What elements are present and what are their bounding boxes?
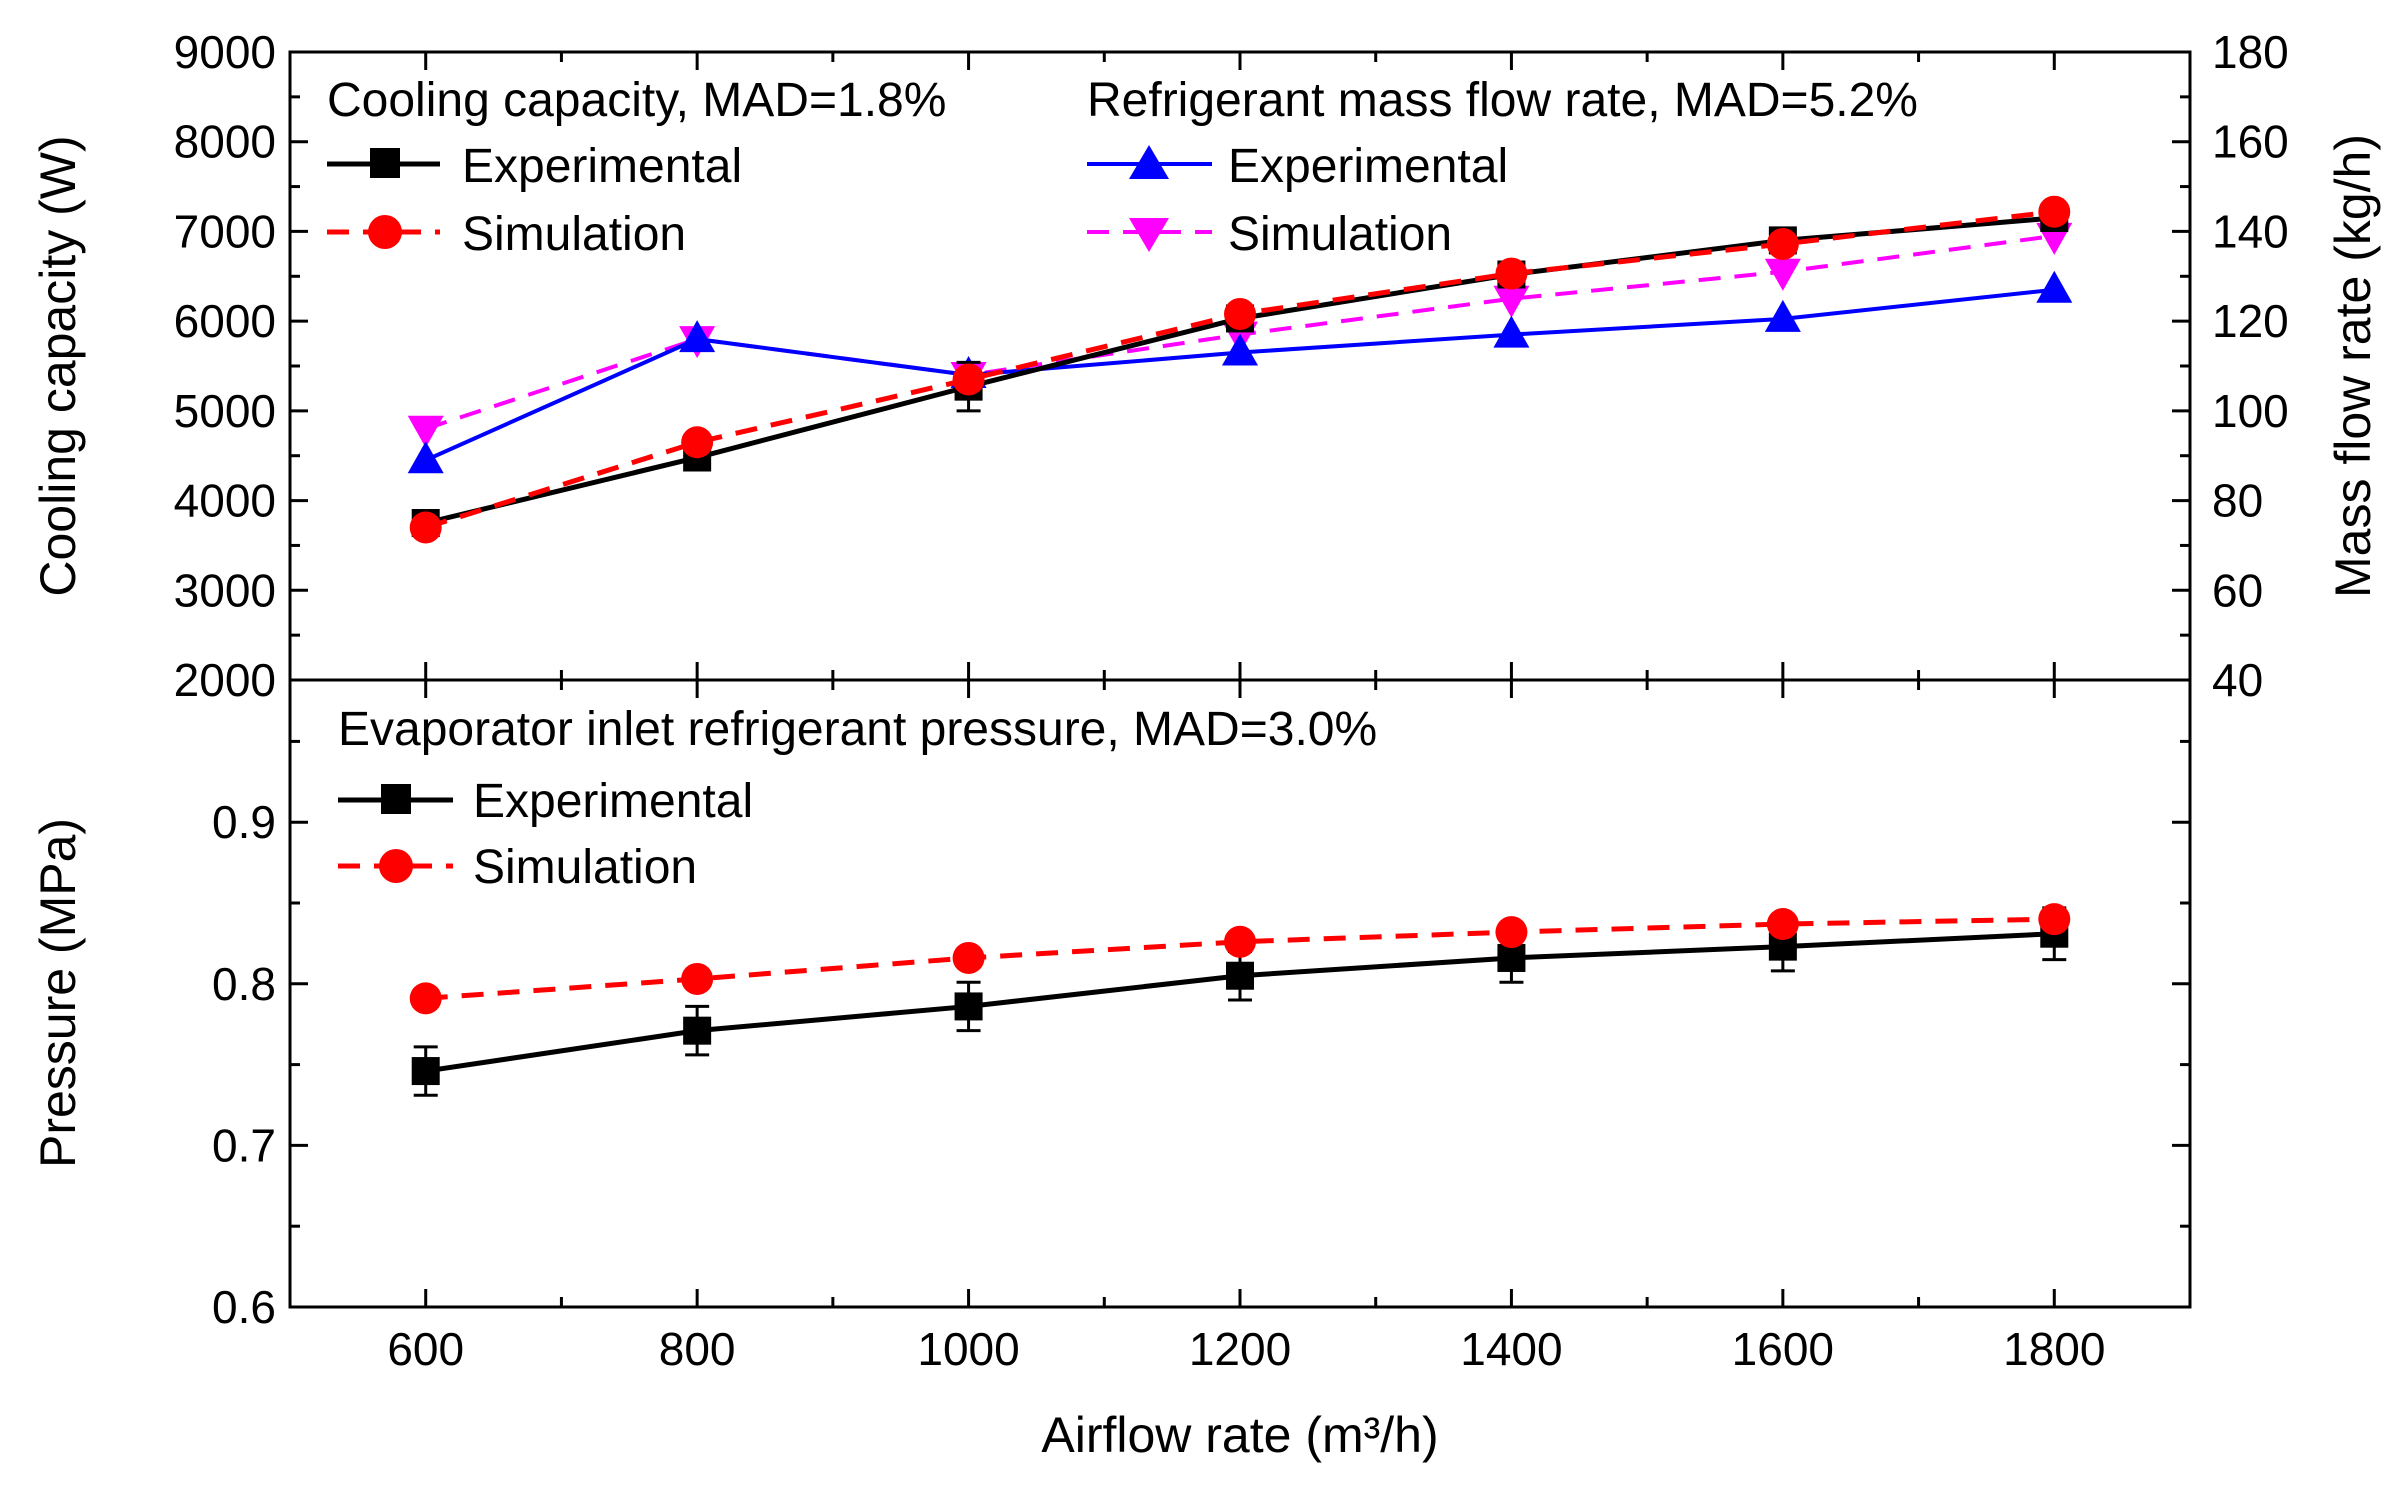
x-tick-label: 1800	[2003, 1323, 2105, 1375]
marker-triangle-up	[1222, 333, 1258, 366]
y-tick-label: 7000	[174, 205, 276, 257]
marker-circle	[952, 363, 985, 396]
y2-tick-label: 40	[2212, 654, 2263, 706]
marker-triangle-down	[407, 415, 444, 448]
marker-circle	[1495, 916, 1528, 949]
marker-triangle-down	[1764, 258, 1801, 291]
legend-cooling-capacity: Cooling capacity, MAD=1.8% Experimental …	[327, 74, 946, 261]
marker-square	[954, 992, 983, 1021]
marker-triangle-up	[407, 441, 444, 474]
p-tick-label: 0.7	[212, 1119, 276, 1171]
legend-label-p-exp: Experimental	[473, 775, 753, 828]
p-tick-label: 0.8	[212, 958, 276, 1010]
x-axis-title: Airflow rate (m³/h)	[1041, 1407, 1438, 1463]
x-tick-label: 800	[659, 1323, 736, 1375]
y2-tick-label: 120	[2212, 295, 2289, 347]
marker-circle	[1224, 925, 1256, 958]
marker-square	[411, 1057, 440, 1086]
marker-circle	[681, 962, 714, 995]
y2-axis-title-mass-flow: Mass flow rate (kg/h)	[2325, 134, 2381, 598]
series-cc-sim	[409, 195, 2071, 544]
y2-tick-label: 60	[2212, 564, 2263, 616]
marker-triangle-down	[1493, 285, 1530, 318]
legend-marker-cc-exp	[370, 148, 400, 178]
p-tick-label: 0.9	[212, 796, 276, 848]
y-tick-label: 8000	[174, 116, 276, 168]
marker-square	[683, 1016, 712, 1045]
y-tick-label: 9000	[174, 26, 276, 78]
legend-marker-cc-sim	[368, 215, 402, 249]
legend-marker-p-exp	[381, 784, 411, 814]
y-axis-title-pressure: Pressure (MPa)	[30, 818, 86, 1168]
legend-mass-flow: Refrigerant mass flow rate, MAD=5.2% Exp…	[1087, 74, 1918, 261]
legend-pressure: Evaporator inlet refrigerant pressure, M…	[338, 703, 1377, 894]
y2-tick-label: 140	[2212, 205, 2289, 257]
marker-triangle-up	[1493, 315, 1530, 348]
x-tick-label: 1600	[1732, 1323, 1834, 1375]
y-tick-label: 2000	[174, 654, 276, 706]
legend-marker-mf-exp	[1129, 145, 1169, 179]
x-tick-label: 1400	[1460, 1323, 1562, 1375]
p-tick-label: 0.6	[212, 1281, 276, 1333]
marker-circle	[1766, 908, 1799, 941]
bottom-axis-ticks: 0.6 0.7 0.8 0.9	[212, 739, 2190, 1333]
marker-circle	[409, 511, 442, 544]
bottom-series-layer	[409, 903, 2071, 1097]
x-tick-label: 1000	[917, 1323, 1019, 1375]
legend-marker-p-sim	[379, 849, 413, 883]
marker-circle	[1224, 297, 1256, 330]
legend-label-mf-sim: Simulation	[1228, 208, 1452, 261]
y-tick-label: 4000	[174, 475, 276, 527]
legend-marker-mf-sim	[1129, 218, 1169, 252]
top-series-layer	[407, 195, 2073, 544]
marker-triangle-up	[1764, 299, 1801, 332]
legend-label-p-sim: Simulation	[473, 841, 697, 894]
y2-tick-label: 80	[2212, 475, 2263, 527]
marker-circle	[1766, 227, 1799, 260]
y-axis-title-cooling: Cooling capacity (W)	[30, 135, 86, 596]
series-p-sim	[409, 903, 2071, 1015]
marker-circle	[681, 426, 714, 459]
legend-title-cooling-capacity: Cooling capacity, MAD=1.8%	[327, 74, 946, 127]
y2-tick-label: 160	[2212, 116, 2289, 168]
top-axis-ticks: 2000 3000 4000 5000 6000 7000 8000 9000 40 60 80 10…	[174, 26, 2289, 706]
y-tick-label: 6000	[174, 295, 276, 347]
marker-square	[1226, 961, 1254, 990]
x-axis-ticks: 600 800 1000 1200 1400 1600 1800	[387, 52, 2105, 1375]
marker-triangle-up	[2036, 270, 2073, 303]
marker-square	[1497, 943, 1526, 972]
marker-circle	[2038, 903, 2071, 936]
y2-tick-label: 180	[2212, 26, 2289, 78]
marker-circle	[1495, 257, 1528, 290]
y-tick-label: 3000	[174, 564, 276, 616]
marker-circle	[409, 982, 442, 1015]
legend-title-mass-flow: Refrigerant mass flow rate, MAD=5.2%	[1087, 74, 1918, 127]
legend-label-cc-exp: Experimental	[462, 140, 742, 193]
marker-circle	[952, 941, 985, 974]
x-tick-label: 600	[387, 1323, 464, 1375]
legend-label-mf-exp: Experimental	[1228, 140, 1508, 193]
marker-triangle-up	[679, 320, 716, 353]
y-tick-label: 5000	[174, 385, 276, 437]
y2-tick-label: 100	[2212, 385, 2289, 437]
legend-label-cc-sim: Simulation	[462, 208, 686, 261]
legend-title-pressure: Evaporator inlet refrigerant pressure, M…	[338, 703, 1377, 756]
series-line-cc-exp	[425, 215, 2055, 526]
x-tick-label: 1200	[1189, 1323, 1291, 1375]
marker-circle	[2038, 195, 2071, 228]
